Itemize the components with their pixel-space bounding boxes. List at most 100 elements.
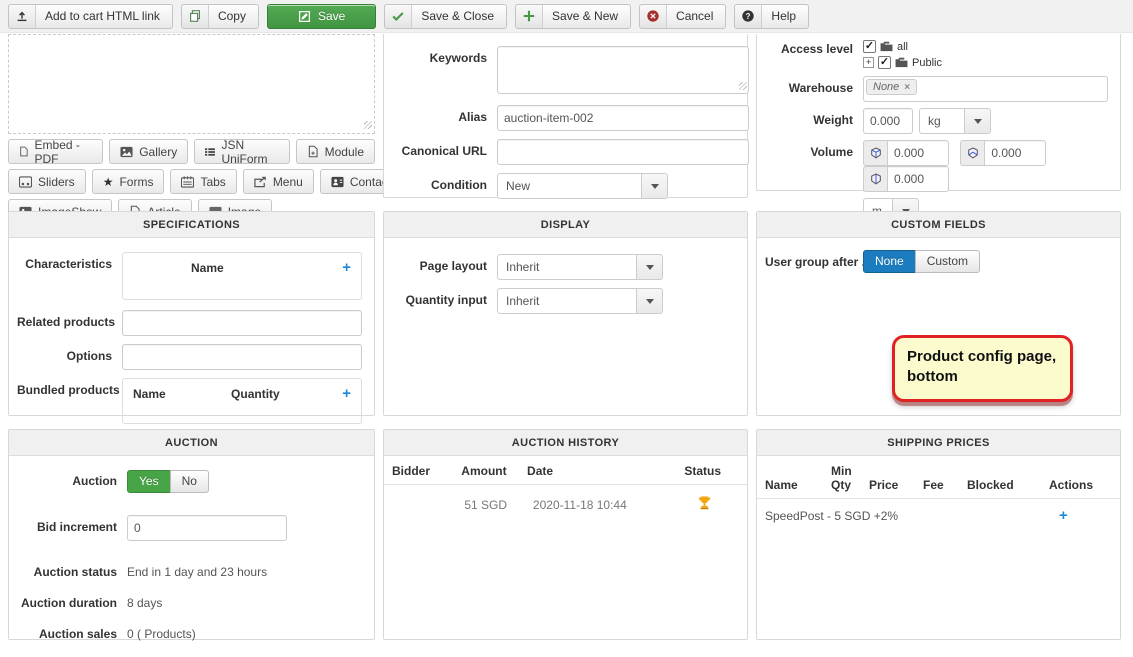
quantity-input-select[interactable]: Inherit bbox=[497, 288, 663, 314]
folder-icon bbox=[895, 57, 908, 68]
page-layout-caret-button[interactable] bbox=[636, 254, 663, 280]
editor-button-sliders[interactable]: Sliders bbox=[8, 169, 86, 194]
condition-value: New bbox=[497, 173, 642, 199]
min-qty-column-header: Min Qty bbox=[831, 464, 852, 492]
access-level-label: Access level bbox=[780, 42, 853, 56]
editor-button-label: JSN UniForm bbox=[221, 137, 268, 166]
auction-no-button[interactable]: No bbox=[169, 470, 209, 493]
help-button[interactable]: ? Help bbox=[734, 3, 810, 29]
checkbox-checked-icon[interactable]: ✓ bbox=[878, 56, 891, 69]
editor-button-tabs[interactable]: Tabs bbox=[170, 169, 237, 194]
related-products-input[interactable] bbox=[122, 310, 362, 336]
cancel-button[interactable]: Cancel bbox=[639, 3, 727, 29]
user-group-after-label: User group after ... bbox=[765, 255, 872, 269]
shipping-header-row: Name Min Qty Price Fee Blocked Actions bbox=[757, 456, 1120, 499]
volume-width-input[interactable] bbox=[984, 140, 1047, 166]
display-title: DISPLAY bbox=[384, 212, 747, 238]
weight-unit-select[interactable]: kg bbox=[919, 108, 991, 134]
bundled-name-header: Name bbox=[133, 387, 166, 401]
copy-button[interactable]: Copy bbox=[180, 3, 259, 29]
auction-status-value: End in 1 day and 23 hours bbox=[127, 565, 268, 579]
warehouse-input[interactable]: None × bbox=[863, 76, 1108, 102]
shipping-row-name: SpeedPost - 5 SGD +2% bbox=[765, 509, 899, 523]
editor-button-jsn-uniform[interactable]: JSN UniForm bbox=[194, 137, 290, 166]
bidder-column-header: Bidder bbox=[392, 464, 431, 478]
display-panel: DISPLAY Page layout Inherit Quantity inp… bbox=[383, 211, 748, 416]
fee-column-header: Fee bbox=[923, 478, 944, 492]
editor-button-module[interactable]: Module bbox=[295, 139, 375, 164]
inventory-panel: Access level ✓ all + ✓ Public bbox=[756, 34, 1121, 224]
chevron-down-icon bbox=[973, 118, 982, 124]
quantity-input-caret-button[interactable] bbox=[636, 288, 663, 314]
star-icon: ★ bbox=[102, 174, 114, 189]
access-tree-item-public[interactable]: + ✓ Public bbox=[863, 56, 942, 69]
keywords-label: Keywords bbox=[429, 51, 487, 65]
save-and-new-button[interactable]: Save & New bbox=[515, 3, 632, 29]
weight-unit-caret-button[interactable] bbox=[964, 108, 991, 134]
editor-resize-handle[interactable] bbox=[364, 121, 372, 129]
cube-width-icon bbox=[960, 140, 985, 166]
user-group-toggle: None Custom bbox=[863, 250, 981, 273]
user-group-none-button[interactable]: None bbox=[863, 250, 916, 273]
warehouse-label: Warehouse bbox=[788, 81, 853, 95]
tree-expander-icon[interactable]: + bbox=[863, 57, 874, 68]
quantity-input-value: Inherit bbox=[497, 288, 637, 314]
page-layout-label: Page layout bbox=[419, 259, 487, 273]
editor-button-menu[interactable]: Menu bbox=[242, 169, 314, 194]
shipping-prices-panel: SHIPPING PRICES Name Min Qty Price Fee B… bbox=[756, 429, 1121, 640]
alias-input[interactable] bbox=[497, 105, 749, 131]
tabs-icon bbox=[181, 175, 195, 188]
editor-button-label: Menu bbox=[272, 174, 303, 189]
warehouse-tag-label: None bbox=[873, 81, 900, 93]
auction-toggle: Yes No bbox=[127, 470, 209, 493]
description-editor-area[interactable] bbox=[8, 34, 375, 134]
copy-icon bbox=[182, 4, 209, 28]
editor-button-embed-pdf[interactable]: Embed - PDF bbox=[8, 138, 104, 166]
page-layout-select[interactable]: Inherit bbox=[497, 254, 663, 280]
check-icon bbox=[385, 4, 413, 28]
svg-text:?: ? bbox=[746, 12, 751, 21]
user-group-custom-button[interactable]: Custom bbox=[914, 250, 981, 273]
auction-duration-label: Auction duration bbox=[21, 596, 117, 610]
auction-yes-button[interactable]: Yes bbox=[127, 470, 171, 493]
textarea-resize-handle[interactable] bbox=[739, 82, 747, 90]
weight-input[interactable] bbox=[863, 108, 913, 134]
chevron-down-icon bbox=[645, 264, 654, 270]
options-input[interactable] bbox=[122, 344, 362, 370]
folder-icon bbox=[880, 41, 893, 52]
editor-button-label: Module bbox=[324, 144, 364, 159]
tag-remove-icon[interactable]: × bbox=[904, 81, 911, 93]
volume-height-input[interactable] bbox=[887, 166, 949, 192]
checkbox-checked-icon[interactable]: ✓ bbox=[863, 40, 876, 53]
keywords-textarea[interactable] bbox=[497, 46, 749, 94]
volume-length-input[interactable] bbox=[887, 140, 949, 166]
access-tree-item-all[interactable]: ✓ all bbox=[863, 40, 942, 53]
bid-amount: 51 SGD bbox=[464, 497, 507, 512]
editor-button-forms[interactable]: ★ Forms bbox=[91, 169, 165, 194]
condition-select[interactable]: New bbox=[497, 173, 668, 199]
description-editor-section: Embed - PDF Gallery JSN UniForm Module bbox=[8, 34, 403, 224]
canonical-url-input[interactable] bbox=[497, 139, 749, 165]
add-to-cart-label: Add to cart HTML link bbox=[45, 9, 160, 23]
bid-date: 2020-11-18 10:44 bbox=[532, 497, 627, 512]
custom-fields-title: CUSTOM FIELDS bbox=[757, 212, 1120, 238]
save-and-close-button[interactable]: Save & Close bbox=[384, 3, 508, 29]
specifications-panel: SPECIFICATIONS Characteristics Name + Re… bbox=[8, 211, 375, 424]
condition-caret-button[interactable] bbox=[641, 173, 668, 199]
add-characteristic-button[interactable]: + bbox=[342, 259, 351, 276]
auction-status-label: Auction status bbox=[33, 565, 117, 579]
add-shipping-price-button[interactable]: + bbox=[1059, 507, 1068, 524]
cube-height-icon bbox=[863, 166, 887, 192]
name-column-header: Name bbox=[765, 478, 798, 492]
save-label: Save bbox=[317, 9, 346, 23]
add-bundled-product-button[interactable]: + bbox=[342, 385, 351, 402]
price-column-header: Price bbox=[869, 478, 899, 492]
editor-button-gallery[interactable]: Gallery bbox=[109, 139, 189, 164]
bid-increment-input[interactable] bbox=[127, 515, 287, 541]
sliders-icon bbox=[19, 175, 32, 188]
add-to-cart-html-link-button[interactable]: Add to cart HTML link bbox=[8, 3, 173, 29]
image-icon bbox=[120, 146, 133, 157]
save-button[interactable]: Save bbox=[266, 3, 377, 29]
quantity-input-label: Quantity input bbox=[405, 293, 487, 307]
auction-panel: AUCTION Auction Yes No Bid increment Auc… bbox=[8, 429, 375, 641]
